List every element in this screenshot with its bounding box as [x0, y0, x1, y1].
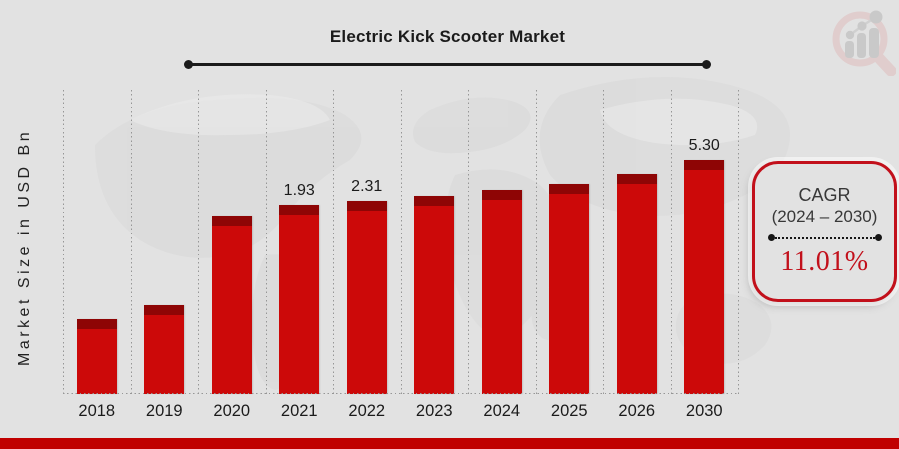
x-tick-label-2020: 2020: [213, 402, 251, 420]
bar-column-2023: [401, 90, 469, 394]
bar-column-2025: [536, 90, 604, 394]
bar-cap-2026: [616, 174, 657, 184]
x-tick-label-2018: 2018: [78, 402, 116, 420]
bar-2021: [279, 205, 320, 394]
bar-column-2019: [131, 90, 199, 394]
cagr-value: 11.01%: [780, 246, 869, 277]
bar-body-2025: [549, 194, 590, 394]
column-separator: [670, 90, 672, 394]
cagr-callout-box: CAGR (2024 – 2030) 11.01%: [752, 161, 897, 302]
column-separator: [198, 90, 200, 394]
bar-cap-2022: [346, 201, 387, 211]
x-tick-label-2022: 2022: [348, 402, 386, 420]
cagr-period: (2024 – 2030): [771, 207, 878, 226]
bar-column-2020: [198, 90, 266, 394]
underline-left-dot-icon: [184, 59, 193, 69]
bar-2018: [76, 319, 117, 394]
column-separator: [468, 90, 470, 394]
bar-body-2026: [616, 184, 657, 394]
bar-column-2018: [63, 90, 131, 394]
divider-right-dot-icon: [874, 234, 882, 241]
bar-2025: [549, 184, 590, 394]
bar-2024: [481, 190, 522, 394]
bar-body-2024: [481, 200, 522, 394]
column-separator: [63, 90, 65, 394]
bar-body-2019: [144, 315, 185, 394]
bar-column-2030: 5.30: [671, 90, 739, 394]
column-separator: [265, 90, 267, 394]
bar-cap-2023: [414, 196, 455, 206]
divider-left-dot-icon: [767, 234, 775, 241]
column-separator: [738, 90, 740, 394]
y-axis-label: Market Size in USD Bn: [16, 128, 33, 366]
bar-value-label-2030: 5.30: [688, 137, 720, 154]
bar-cap-2021: [279, 205, 320, 215]
x-tick-label-2019: 2019: [145, 402, 183, 420]
bar-cap-2025: [549, 184, 590, 194]
bar-body-2020: [211, 226, 252, 394]
bar-value-label-2022: 2.31: [351, 178, 383, 195]
cagr-dotted-divider: [767, 234, 882, 241]
bar-2026: [616, 174, 657, 394]
column-separator: [130, 90, 132, 394]
bar-body-2030: [684, 170, 725, 394]
bar-cap-2030: [684, 160, 725, 170]
x-tick-label-2023: 2023: [415, 402, 453, 420]
column-separator: [333, 90, 335, 394]
bottom-accent-strip: [0, 438, 899, 449]
x-tick-label-2030: 2030: [685, 402, 723, 420]
bar-cap-2024: [481, 190, 522, 200]
bar-2030: [684, 160, 725, 394]
bar-2023: [414, 196, 455, 394]
bar-cap-2018: [76, 319, 117, 329]
bar-2019: [144, 305, 185, 394]
bar-column-2024: [468, 90, 536, 394]
bar-column-2026: [603, 90, 671, 394]
bar-body-2018: [76, 329, 117, 394]
x-tick-label-2024: 2024: [483, 402, 521, 420]
bar-body-2022: [346, 211, 387, 394]
title-underline: [184, 59, 711, 69]
cagr-label: CAGR: [798, 185, 851, 205]
column-separator: [535, 90, 537, 394]
bar-value-label-2021: 1.93: [283, 182, 315, 199]
magnifier-logo-watermark: [832, 10, 896, 76]
chart-title: Electric Kick Scooter Market: [329, 27, 566, 46]
x-tick-label-2025: 2025: [550, 402, 588, 420]
bar-body-2021: [279, 215, 320, 394]
bar-column-2021: 1.93: [266, 90, 334, 394]
bar-2020: [211, 216, 252, 394]
column-separator: [400, 90, 402, 394]
bar-body-2023: [414, 206, 455, 394]
x-tick-label-2021: 2021: [280, 402, 318, 420]
x-tick-label-2026: 2026: [618, 402, 656, 420]
bar-2022: [346, 201, 387, 394]
bar-cap-2020: [211, 216, 252, 226]
bar-cap-2019: [144, 305, 185, 315]
column-separator: [603, 90, 605, 394]
plot-area: 1.93 2.31 5.30: [63, 90, 738, 394]
bar-column-2022: 2.31: [333, 90, 401, 394]
underline-right-dot-icon: [702, 59, 711, 69]
x-axis-labels: 2018 2019 2020 2021 2022 2023 2024 2025 2026 2030: [63, 402, 738, 421]
